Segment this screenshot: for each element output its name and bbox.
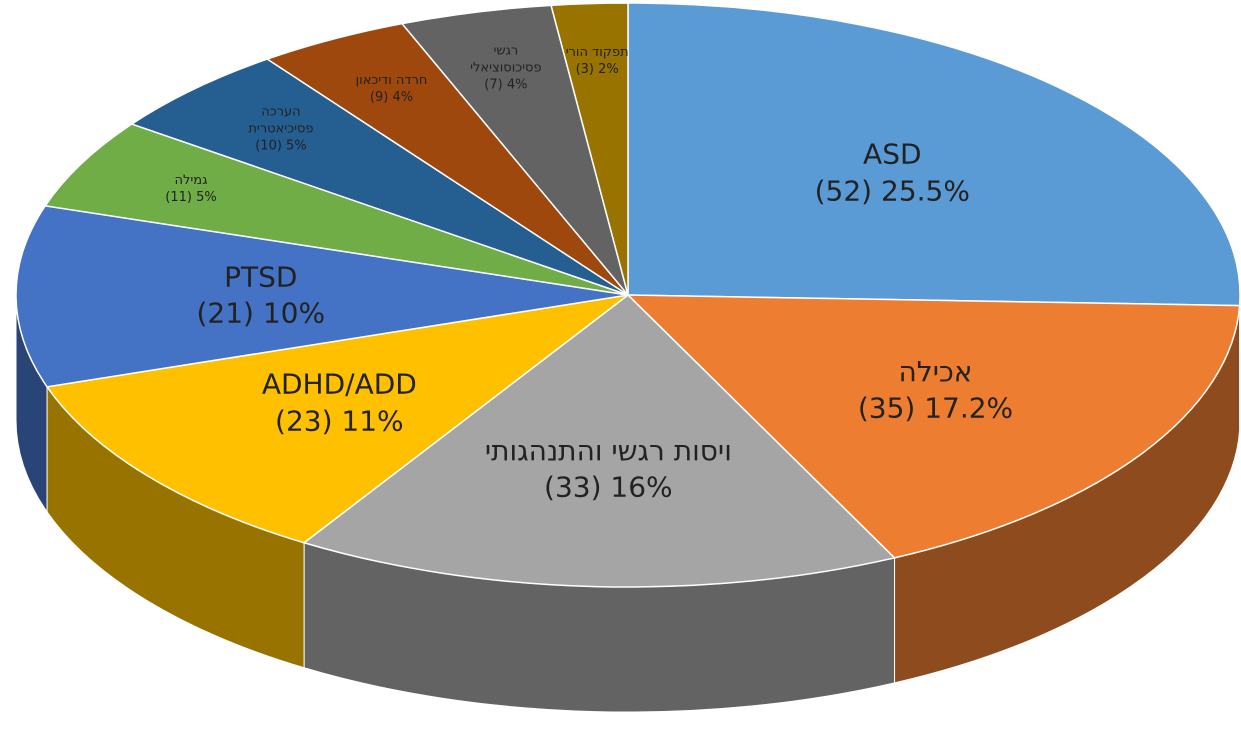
- slice-label: חרדה ודיכאון (9) 4%: [351, 74, 431, 108]
- slice-label: ASD (52) 25.5%: [762, 137, 1022, 210]
- pie-slice: [43, 123, 629, 296]
- value-label: (21) 10%: [196, 296, 326, 330]
- pie-slice: [15, 205, 629, 388]
- category-name: ASD: [863, 137, 922, 171]
- category-name: PTSD: [224, 260, 298, 294]
- pie-slice: [302, 294, 897, 588]
- slice-label: PTSD (21) 10%: [131, 259, 391, 332]
- value-label: (33) 16%: [544, 470, 673, 504]
- category-name: ADHD/ADD: [261, 367, 417, 401]
- category-name: ויסות רגשי והתנהגותי: [484, 434, 732, 468]
- pie-slice: [45, 294, 629, 544]
- pie-slice: [550, 2, 629, 296]
- slice-label: הערכה פסיכיאטרית (10) 5%: [241, 105, 321, 156]
- slice-label: ויסות רגשי והתנהגותי (33) 16%: [478, 434, 738, 507]
- category-name: חרדה ודיכאון: [355, 73, 428, 89]
- value-label: (52) 25.5%: [814, 174, 970, 208]
- pie-slice: [130, 58, 629, 296]
- slice-label: גמילה (11) 5%: [151, 173, 231, 207]
- value-label: (11) 5%: [165, 189, 217, 205]
- value-label: (7) 4%: [484, 77, 528, 93]
- pie-slice: [626, 294, 1241, 559]
- category-name: גמילה: [174, 172, 208, 188]
- value-label: (10) 5%: [255, 138, 307, 154]
- slice-label: תפקוד הורי (3) 2%: [557, 45, 637, 79]
- pie-slice: [627, 2, 1241, 307]
- category-name: תפקוד הורי: [565, 44, 629, 60]
- slice-label: ADHD/ADD (23) 11%: [209, 367, 469, 440]
- value-label: (35) 17.2%: [857, 391, 1014, 425]
- category-name: הערכה פסיכיאטרית: [248, 104, 314, 137]
- value-label: (3) 2%: [575, 61, 619, 77]
- category-name: אכילה: [898, 355, 973, 389]
- slice-label: אכילה (35) 17.2%: [806, 354, 1066, 427]
- value-label: (9) 4%: [369, 90, 414, 106]
- category-name: רגשי פסיכוסוציאלי: [470, 43, 542, 76]
- value-label: (23) 11%: [275, 404, 404, 438]
- slice-label: רגשי פסיכוסוציאלי (7) 4%: [466, 43, 546, 94]
